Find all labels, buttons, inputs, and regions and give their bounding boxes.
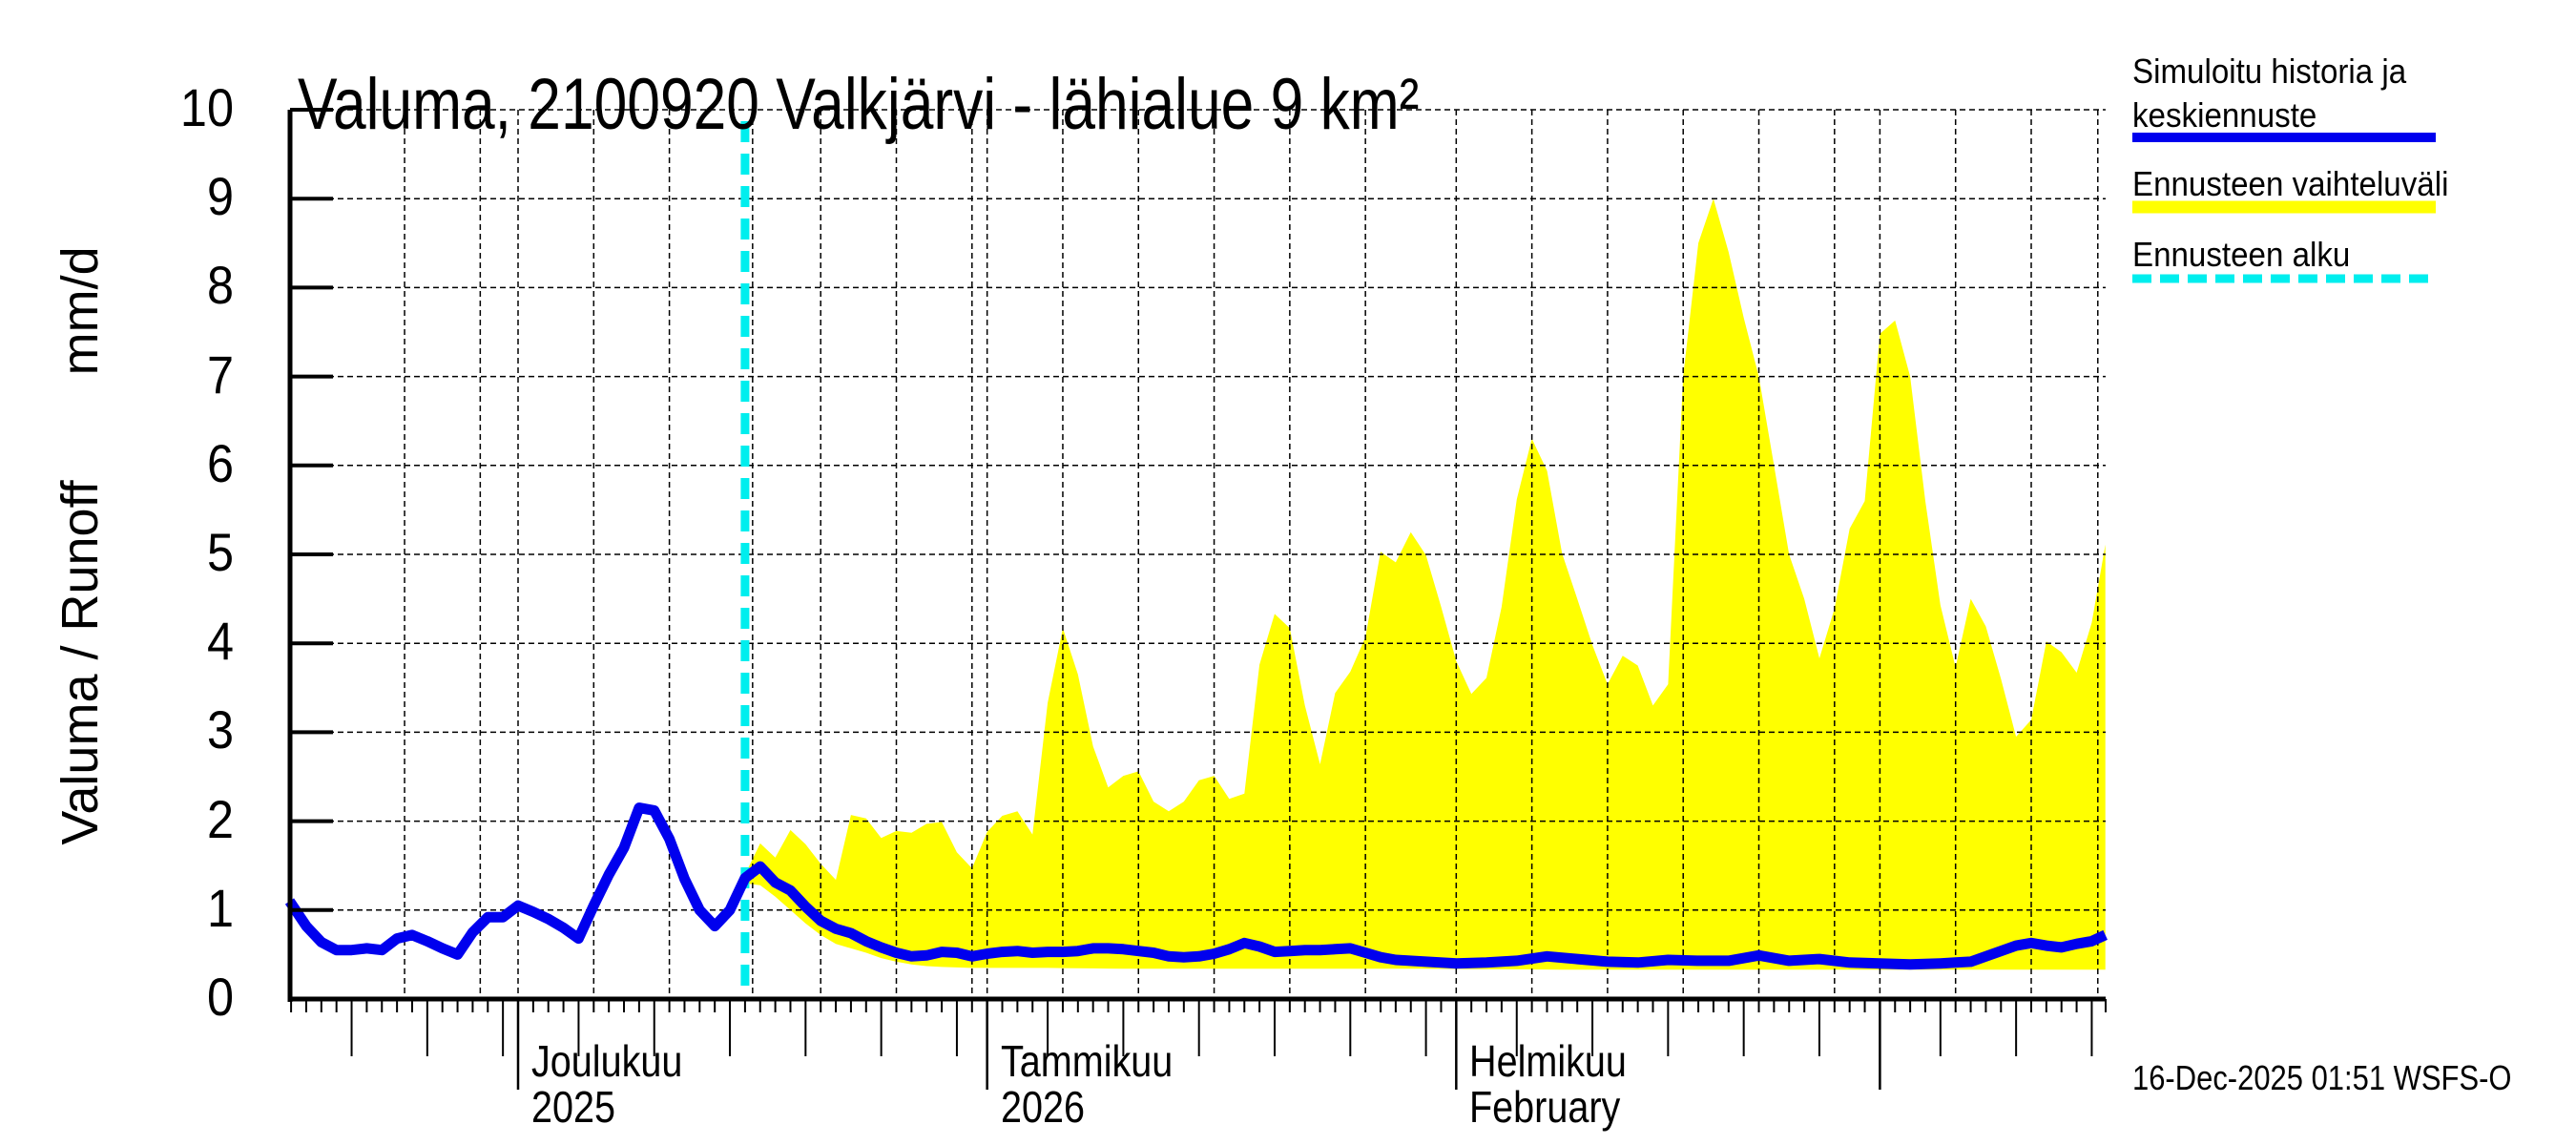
y-tick-label: 0 <box>206 967 234 1027</box>
x-month-name: Tammikuu <box>1000 1036 1173 1086</box>
simulated-runoff-path <box>284 802 2108 970</box>
y-axis-unit: mm/d <box>52 246 109 376</box>
y-axis-label: Valuma / Runoff mm/d <box>52 246 109 845</box>
y-tick-label: 7 <box>206 344 234 405</box>
y-tick-label: 1 <box>206 877 234 938</box>
y-tick-label: 4 <box>206 611 234 672</box>
grid-lines <box>290 109 2106 999</box>
x-month-year: February <box>1469 1082 1621 1132</box>
y-tick-label: 6 <box>206 432 234 493</box>
legend-range-label: Ennusteen vaihteluväli <box>2132 164 2449 203</box>
x-month-label: Joulukuu 2025 <box>531 1038 682 1130</box>
legend-simulated-label: Simuloitu historia ja keskiennuste <box>2132 50 2406 137</box>
simulated-runoff-line <box>284 802 2108 970</box>
plot-axes <box>287 108 2107 1090</box>
y-tick-label: 10 <box>179 77 234 137</box>
y-tick-label: 8 <box>206 255 234 316</box>
y-tick-label: 2 <box>206 788 234 849</box>
x-month-year: 2026 <box>1000 1082 1085 1132</box>
y-axis-label-text: Valuma / Runoff <box>52 480 109 845</box>
x-month-name: Helmikuu <box>1469 1036 1628 1086</box>
legend-swatches <box>2132 133 2436 283</box>
x-month-name: Joulukuu <box>531 1036 683 1086</box>
legend-simulated-line1: Simuloitu historia ja <box>2132 52 2407 91</box>
x-month-label: Helmikuu February <box>1469 1038 1627 1130</box>
y-tick-label: 3 <box>206 699 234 760</box>
x-month-label: Tammikuu 2026 <box>1001 1038 1173 1130</box>
chart-title: Valuma, 2100920 Valkjärvi - lähialue 9 k… <box>298 64 1420 145</box>
y-tick-label: 9 <box>206 166 234 227</box>
forecast-range-polygon <box>744 198 2106 970</box>
forecast-range-area <box>744 198 2106 970</box>
legend-simulated-line2: keskiennuste <box>2132 95 2317 135</box>
timestamp: 16-Dec-2025 01:51 WSFS-O <box>2132 1058 2512 1097</box>
x-month-year: 2025 <box>531 1082 616 1132</box>
y-tick-label: 5 <box>206 522 234 582</box>
legend-forecast-start-label: Ennusteen alku <box>2132 235 2351 274</box>
